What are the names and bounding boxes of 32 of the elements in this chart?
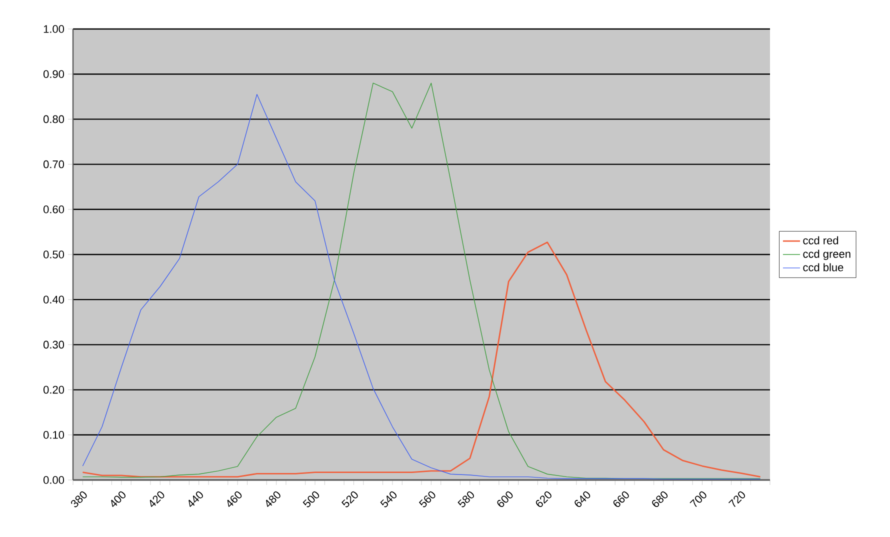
x-tick-label: 440	[188, 491, 203, 508]
x-tick-label: 560	[418, 491, 436, 508]
x-tick-label: 580	[458, 491, 474, 508]
y-tick-label: 0.60	[43, 206, 64, 214]
x-tick-label: 700	[690, 491, 706, 508]
x-tick-label: 420	[150, 491, 164, 508]
y-tick-label: 0.30	[43, 340, 64, 349]
x-tick-label: 660	[613, 491, 629, 507]
y-tick-label: 0.80	[43, 115, 64, 124]
y-tick-label: 0.50	[43, 250, 64, 258]
y-tick-label: 0.10	[43, 431, 64, 439]
y-tick-label: 0.70	[43, 160, 64, 168]
y-tick-label: 0.00	[43, 476, 64, 484]
legend-label: ccd green	[803, 250, 850, 260]
x-tick-label: 400	[111, 491, 126, 508]
y-tick-label: 0.40	[43, 296, 64, 304]
x-tick-label: 480	[266, 491, 280, 508]
y-tick-label: 0.20	[43, 386, 64, 394]
x-tick-label: 640	[574, 491, 590, 507]
x-tick-label: 460	[227, 491, 242, 508]
x-tick-label: 720	[728, 491, 746, 508]
legend-label: ccd red	[803, 236, 838, 244]
x-tick-label: 540	[380, 491, 397, 508]
x-tick-label: 600	[497, 491, 513, 507]
x-tick-label: 380	[71, 491, 87, 508]
x-tick-label: 680	[652, 491, 668, 507]
legend-label: ccd blue	[803, 263, 844, 272]
y-tick-label: 1.00	[44, 25, 64, 33]
x-tick-label: 520	[341, 491, 358, 508]
x-tick-label: 620	[536, 491, 552, 507]
y-tick-label: 0.90	[43, 70, 64, 78]
x-tick-label: 500	[302, 491, 320, 508]
